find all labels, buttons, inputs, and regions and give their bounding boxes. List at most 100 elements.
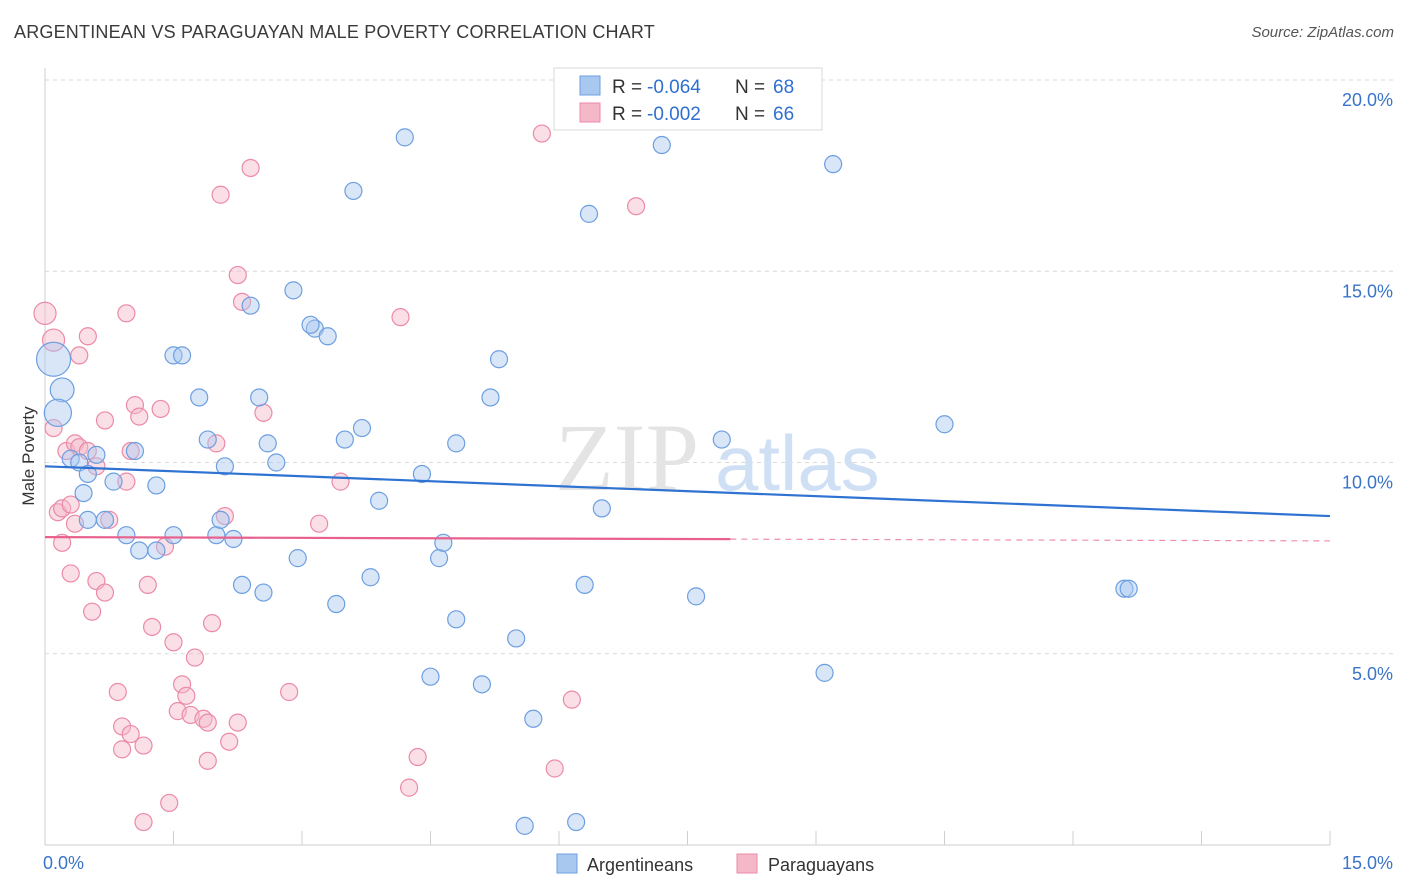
paraguayan-point-14 xyxy=(83,602,102,621)
paraguayan-point-26 xyxy=(121,441,140,461)
legend-swatch-argentineans xyxy=(579,75,601,96)
paraguayan-point-30 xyxy=(134,736,153,755)
paraguayan-point-8 xyxy=(61,564,80,583)
bottom-legend-swatch-paraguayans xyxy=(736,853,758,874)
argentinean-point-10 xyxy=(95,510,115,529)
paraguayan-point-35 xyxy=(164,633,183,652)
paraguayan-trend-line xyxy=(44,535,731,541)
argentinean-point-30 xyxy=(284,281,303,300)
legend-r-value-2: -0.002 xyxy=(647,104,701,125)
x-tick-label-0: 0.0% xyxy=(43,853,84,873)
paraguayan-point-48 xyxy=(220,732,239,751)
argentinean-point-15 xyxy=(125,441,145,461)
argentinean-point-44 xyxy=(429,549,449,568)
legend-r-value-1: -0.064 xyxy=(647,77,701,98)
bottom-legend-label-paraguayans: Paraguayans xyxy=(768,855,874,875)
argentinean-point-43 xyxy=(421,667,440,686)
bottom-legend-swatch-argentineans xyxy=(556,853,578,874)
argentinean-trend-line xyxy=(44,465,1331,518)
argentinean-point-24 xyxy=(224,529,243,549)
argentinean-point-0 xyxy=(35,341,72,377)
argentinean-point-67 xyxy=(254,583,273,602)
argentinean-point-34 xyxy=(301,315,320,334)
paraguayan-point-31 xyxy=(138,575,157,595)
paraguayan-point-32 xyxy=(142,617,162,637)
paraguayan-point-42 xyxy=(198,713,217,732)
argentinean-point-46 xyxy=(447,610,466,629)
paraguayan-point-49 xyxy=(228,713,247,732)
paraguayan-point-59 xyxy=(408,747,427,767)
argentinean-point-14 xyxy=(164,526,183,545)
paraguayan-point-53 xyxy=(254,403,273,422)
paraguayan-point-33 xyxy=(151,399,170,419)
paraguayan-point-29 xyxy=(134,812,153,832)
trend-lines xyxy=(44,465,1331,542)
argentinean-point-40 xyxy=(370,491,389,510)
paraguayan-point-0 xyxy=(33,301,57,325)
argentinean-point-13 xyxy=(147,541,166,560)
paraguayan-point-55 xyxy=(310,514,329,533)
paraguayan-point-54 xyxy=(280,682,299,702)
source-credit: Source: ZipAtlas.com xyxy=(1251,24,1394,41)
paraguayan-point-61 xyxy=(545,759,564,778)
argentinean-point-39 xyxy=(361,568,380,587)
watermark-zip: ZIP xyxy=(555,404,699,511)
argentinean-point-33 xyxy=(318,327,337,346)
argentinean-point-20 xyxy=(198,430,217,449)
paraguayan-point-50 xyxy=(228,265,247,285)
argentinean-point-47 xyxy=(447,434,466,453)
argentinean-point-52 xyxy=(524,709,543,728)
argentinean-point-6 xyxy=(78,464,97,484)
paraguayan-point-60 xyxy=(532,124,551,143)
paraguayan-point-62 xyxy=(562,690,581,709)
argentinean-point-29 xyxy=(267,453,286,472)
paraguayan-point-20 xyxy=(108,682,127,702)
argentinean-point-2 xyxy=(43,398,73,427)
paraguayan-point-24 xyxy=(117,472,136,491)
paraguayan-point-58 xyxy=(399,778,419,797)
paraguayan-point-44 xyxy=(202,614,222,633)
paraguayan-point-27 xyxy=(125,396,145,415)
argentinean-point-37 xyxy=(344,181,363,201)
x-tick-label-1: 15.0% xyxy=(1342,853,1393,873)
legend-swatch-paraguayans xyxy=(579,102,601,123)
argentinean-point-57 xyxy=(592,499,611,518)
paraguayan-point-56 xyxy=(331,472,350,491)
paraguayan-point-25 xyxy=(121,724,140,744)
paraguayan-point-51 xyxy=(232,292,252,311)
paraguayan-point-63 xyxy=(626,197,646,216)
argentinean-point-18 xyxy=(172,346,192,365)
argentinean-point-41 xyxy=(395,128,414,147)
argentinean-point-62 xyxy=(815,663,834,682)
argentinean-point-22 xyxy=(211,510,230,529)
argentinean-point-56 xyxy=(579,204,599,223)
paraguayan-point-7 xyxy=(61,495,80,514)
y-axis-label: Male Poverty xyxy=(19,406,38,506)
argentinean-point-23 xyxy=(215,457,234,476)
legend-r-label-1: R = xyxy=(612,77,642,98)
argentinean-point-16 xyxy=(147,476,166,495)
argentinean-point-64 xyxy=(935,415,954,434)
argentinean-point-25 xyxy=(232,575,252,595)
paraguayan-point-17 xyxy=(95,583,115,602)
argentinean-point-8 xyxy=(74,484,93,503)
argentinean-point-12 xyxy=(130,541,149,560)
paraguayan-point-52 xyxy=(241,158,260,178)
paraguayan-point-18 xyxy=(95,411,115,430)
y-tick-label-3: 20.0% xyxy=(1342,90,1393,110)
paraguayan-point-1 xyxy=(41,328,66,352)
argentinean-point-27 xyxy=(250,388,269,407)
legend-n-label-2: N = xyxy=(735,104,765,125)
argentinean-point-19 xyxy=(190,388,209,407)
paraguayan-point-45 xyxy=(207,434,226,453)
legend-n-label-1: N = xyxy=(735,77,765,98)
argentinean-point-61 xyxy=(712,430,731,449)
paraguayan-point-19 xyxy=(100,510,119,529)
argentinean-point-35 xyxy=(327,594,346,614)
axes xyxy=(44,68,1331,846)
argentinean-point-63 xyxy=(824,155,843,174)
data-points xyxy=(33,86,1138,835)
argentinean-point-36 xyxy=(335,430,354,449)
argentinean-point-53 xyxy=(515,816,534,835)
